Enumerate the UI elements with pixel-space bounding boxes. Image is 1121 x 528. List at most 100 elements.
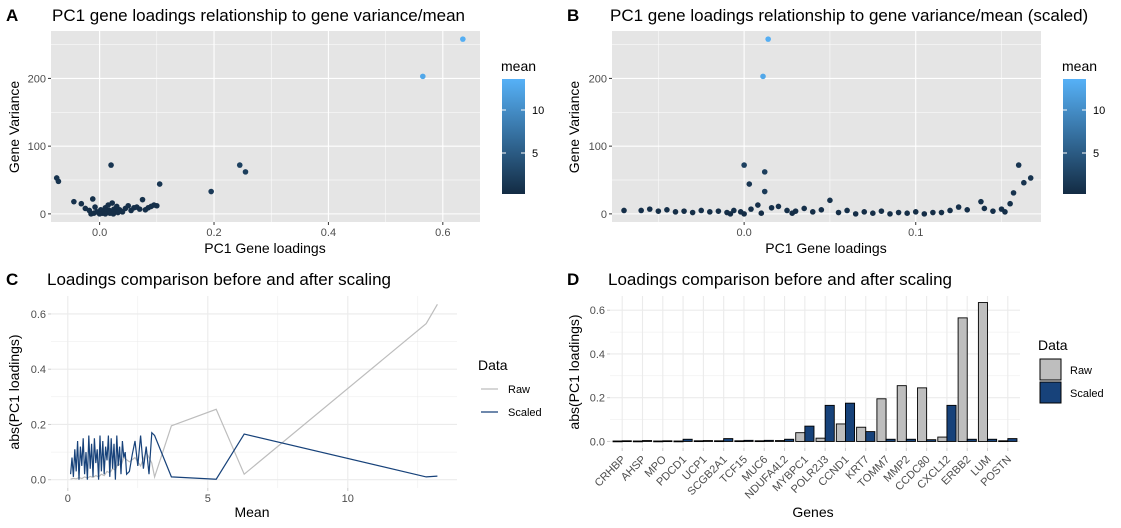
panel-c-title: Loadings comparison before and after sca…	[47, 270, 391, 289]
y-tick-label: 0.2	[590, 393, 605, 405]
data-point	[154, 202, 160, 209]
legend-label-raw: Raw	[1070, 365, 1092, 377]
bar-scaled	[946, 404, 957, 442]
data-point	[748, 206, 754, 212]
bar-scaled	[642, 440, 653, 442]
panel-a-y-ticks: 0 100 200	[28, 73, 51, 221]
legend-tick-label: 10	[1093, 105, 1105, 117]
data-point	[78, 200, 85, 207]
data-point	[895, 209, 902, 216]
bar-scaled	[743, 439, 754, 442]
bar-scaled	[723, 438, 734, 442]
panel-c-lines	[70, 303, 438, 480]
data-point	[861, 209, 868, 215]
bar-scaled	[987, 438, 998, 442]
data-point	[818, 207, 825, 213]
data-point	[827, 197, 833, 204]
panel-b-title: PC1 gene loadings relationship to gene v…	[610, 6, 1088, 25]
data-point	[646, 206, 653, 212]
y-tick-label: 0.0	[31, 475, 46, 487]
bar-scaled	[682, 438, 693, 442]
x-tick-label: 0.4	[321, 227, 336, 239]
y-tick-label: 0	[40, 209, 46, 221]
panel-b-gridlines	[612, 31, 1041, 222]
data-point	[741, 211, 747, 217]
panel-d-gridlines	[610, 296, 1020, 448]
data-point	[955, 204, 962, 210]
x-tick-label: 0.0	[92, 227, 107, 239]
bar-raw	[653, 440, 664, 443]
data-point	[981, 205, 988, 212]
data-point	[768, 204, 775, 211]
legend-title: mean	[501, 58, 536, 74]
legend-label-raw: Raw	[508, 384, 530, 396]
y-tick-label: 0.4	[31, 364, 46, 376]
bar-raw	[876, 398, 887, 442]
panel-d-title: Loadings comparison before and after sca…	[608, 270, 952, 289]
bar-raw	[632, 440, 643, 443]
panel-a-x-ticks: 0.0 0.2 0.4 0.6	[92, 222, 450, 239]
data-point	[870, 210, 876, 216]
bar-raw	[774, 440, 786, 442]
x-tick-label: 5	[205, 493, 211, 505]
bar-raw	[977, 302, 988, 442]
data-point	[136, 206, 143, 212]
panel-b-letter: B	[567, 6, 579, 25]
data-point	[139, 196, 146, 203]
data-point	[912, 209, 919, 215]
panel-b-points	[621, 36, 1034, 217]
legend-key-scaled	[1039, 381, 1062, 404]
legend-label-scaled: Scaled	[1070, 388, 1104, 400]
data-point	[242, 169, 249, 175]
data-point	[71, 198, 77, 205]
data-point	[689, 209, 696, 216]
panel-a-title: PC1 gene loadings relationship to gene v…	[52, 6, 465, 25]
y-tick-label: 0.4	[590, 349, 605, 361]
data-point	[844, 207, 850, 214]
panel-c-y-ticks: 0.0 0.2 0.4 0.6	[31, 309, 51, 487]
panel-d-y-axis-title: abs(PC1 loadings)	[566, 314, 582, 429]
data-point	[96, 211, 103, 217]
panel-b-x-axis-title: PC1 Gene loadings	[765, 240, 886, 256]
panel-d-x-axis-title: Genes	[792, 504, 833, 520]
panel-c-letter: C	[6, 270, 18, 289]
y-tick-label: 0.0	[590, 436, 605, 448]
bar-scaled	[784, 438, 795, 442]
panel-c: C Loadings comparison before and after s…	[6, 270, 542, 520]
panel-d-letter: D	[567, 270, 579, 289]
data-point	[878, 208, 885, 214]
panel-c-gridlines	[51, 296, 457, 488]
x-tick-label: 0.2	[206, 227, 221, 239]
data-point	[990, 208, 996, 214]
data-point	[89, 196, 96, 202]
y-tick-label: 200	[589, 73, 607, 85]
data-point	[809, 209, 816, 215]
data-point	[964, 207, 971, 213]
data-point	[125, 202, 132, 209]
bar-raw	[896, 385, 907, 442]
panel-a-legend: mean 5 10	[501, 58, 544, 194]
bar-scaled	[905, 438, 916, 442]
legend-tick-label: 5	[532, 148, 538, 160]
legend-title: mean	[1062, 58, 1097, 74]
data-point	[784, 207, 790, 214]
data-point	[1007, 200, 1013, 207]
data-point	[741, 162, 747, 168]
data-point	[765, 36, 771, 42]
data-point	[55, 178, 62, 185]
bar-raw	[937, 436, 948, 442]
bar-raw	[693, 440, 704, 443]
panel-c-legend: Data Raw Scaled	[478, 357, 542, 419]
bar-scaled	[966, 438, 977, 442]
y-tick-label: 200	[28, 73, 46, 85]
data-point	[115, 209, 121, 216]
data-point	[1021, 179, 1027, 186]
data-point	[655, 208, 662, 214]
data-point	[727, 211, 734, 217]
data-point	[904, 210, 910, 216]
bar-scaled	[824, 404, 835, 442]
data-point	[761, 188, 768, 195]
bar-raw	[917, 387, 928, 442]
panel-a-plot-area	[51, 31, 480, 222]
